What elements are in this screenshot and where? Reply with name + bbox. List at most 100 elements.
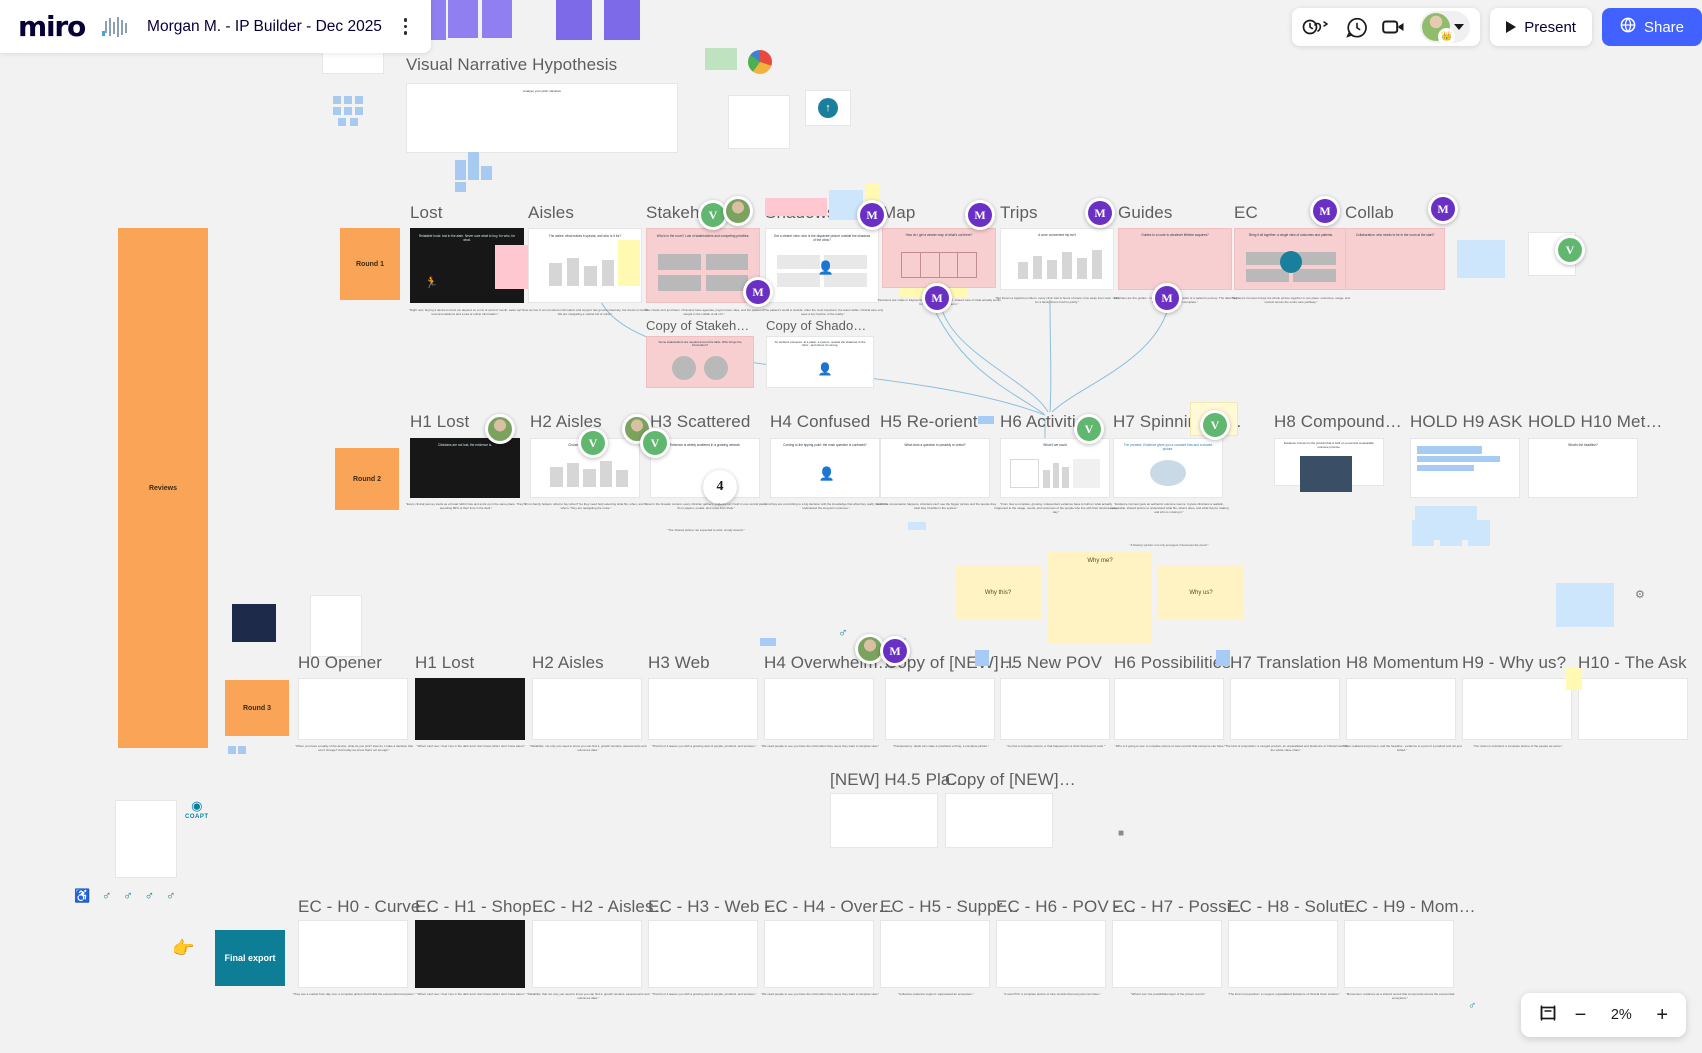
final-export-block[interactable]: Final export: [215, 930, 285, 986]
map-thumbnail[interactable]: [728, 95, 790, 149]
frame-ec-h1[interactable]: [415, 920, 525, 988]
frame-ec-h4[interactable]: [764, 920, 874, 988]
frame-ec-h5[interactable]: [880, 920, 990, 988]
sticky-note[interactable]: [1440, 520, 1462, 546]
thumb-dark-card[interactable]: [232, 604, 276, 642]
frame-copy-stakeholders[interactable]: Some stakeholders are needed around the …: [646, 336, 754, 388]
frame-h2-aisles-r3[interactable]: [532, 678, 642, 740]
timer-icon[interactable]: [1302, 17, 1332, 37]
mini-frame[interactable]: [448, 0, 478, 38]
frame-h4-confused-r2[interactable]: Coming to the tipping point: the main qu…: [770, 438, 880, 498]
user-avatar-menu[interactable]: 👑: [1420, 11, 1471, 45]
frame-shadows-r1[interactable]: Get a clearer view: who is the disparate…: [765, 228, 879, 303]
collaborator-avatar[interactable]: V: [1074, 414, 1104, 444]
video-camera-icon[interactable]: [1382, 18, 1406, 36]
collaborator-avatar[interactable]: V: [1555, 235, 1585, 265]
sticky-note[interactable]: [765, 198, 827, 216]
arrow-card[interactable]: ↑: [805, 90, 851, 126]
collaborator-avatar[interactable]: M: [880, 636, 910, 666]
tile[interactable]: [338, 118, 346, 126]
frame-h9-why-us-r3[interactable]: [1462, 678, 1572, 740]
frame-copy-new-r3[interactable]: [885, 678, 995, 740]
collaborator-avatar[interactable]: M: [922, 283, 952, 313]
frame-h7-translation-r3[interactable]: [1230, 678, 1340, 740]
sticky-note[interactable]: [908, 522, 926, 530]
sticky-note[interactable]: [975, 650, 989, 666]
sticky-note[interactable]: [1457, 240, 1505, 278]
frame-hold-h10-r2[interactable]: What's the headline?: [1528, 438, 1638, 498]
collaborator-avatar[interactable]: [485, 414, 515, 444]
frame-ec-h7[interactable]: [1112, 920, 1222, 988]
frame-h6-activities-r2[interactable]: What if we could: [1000, 438, 1110, 498]
zoom-level-value[interactable]: 2%: [1610, 1007, 1632, 1023]
sticky-note[interactable]: [618, 240, 640, 286]
collaborator-avatar[interactable]: M: [965, 200, 995, 230]
board-title-bar[interactable]: miro Morgan M. - IP Builder - Dec 2025: [0, 0, 432, 53]
frame-h1-lost-r3[interactable]: [415, 678, 525, 740]
tile[interactable]: [455, 160, 466, 180]
tile[interactable]: [355, 107, 363, 115]
settings-gear-icon[interactable]: ⚙: [1635, 589, 1645, 601]
tile[interactable]: [333, 107, 341, 115]
collaborator-avatar[interactable]: [723, 196, 753, 226]
round1-section-block[interactable]: Round 1: [340, 228, 400, 300]
sticky-note[interactable]: [760, 638, 776, 646]
sticky-note[interactable]: [1556, 583, 1614, 627]
frame-new-h45[interactable]: [830, 793, 938, 848]
brand-sheet-card[interactable]: [115, 800, 177, 878]
tile[interactable]: [468, 152, 479, 180]
chat-bubble-icon[interactable]: [1346, 17, 1368, 38]
frame-h5-reorient-r2[interactable]: What does a question to possibly re-orie…: [880, 438, 990, 498]
sticky-note[interactable]: [1412, 520, 1434, 546]
collaborator-avatar[interactable]: V: [1200, 410, 1230, 440]
collaborator-avatar[interactable]: V: [640, 428, 670, 458]
reviews-section-block[interactable]: Reviews: [118, 228, 208, 748]
frame-hold-h9-r2[interactable]: [1410, 438, 1520, 498]
frame-h7-spinning-r2[interactable]: The promise: Evidence gives you a consta…: [1113, 438, 1223, 498]
frame-ec-h8[interactable]: [1228, 920, 1338, 988]
frame-h0-opener-r3[interactable]: [298, 678, 408, 740]
collaborator-avatar[interactable]: M: [1152, 283, 1182, 313]
frame-guides-r1[interactable]: Guides to a route to whatever lifetime a…: [1118, 228, 1232, 290]
mini-frame[interactable]: [604, 0, 640, 40]
avatar[interactable]: 👑: [1422, 13, 1456, 45]
kebab-menu-icon[interactable]: [396, 12, 416, 41]
frame-trips-r1[interactable]: A once convenient trip isn't: [1000, 228, 1114, 290]
pie-thumb[interactable]: [748, 50, 772, 74]
present-button[interactable]: Present: [1490, 8, 1592, 46]
frame-copy-new-h45[interactable]: [945, 793, 1053, 848]
mini-frame[interactable]: [556, 0, 592, 40]
frame-copy-shadows[interactable]: An ambient presence: at a place, a syste…: [766, 336, 874, 388]
share-button[interactable]: Share: [1601, 8, 1702, 46]
tile[interactable]: [344, 96, 352, 104]
frame-ec-h3[interactable]: [648, 920, 758, 988]
fit-to-screen-icon[interactable]: [1539, 1004, 1557, 1026]
round3-section-block[interactable]: Round 3: [225, 680, 289, 736]
sticky-note[interactable]: [1566, 668, 1582, 690]
question-note-why-us[interactable]: Why us?: [1158, 565, 1244, 620]
frame-ec-h0[interactable]: [298, 920, 408, 988]
board-title[interactable]: Morgan M. - IP Builder - Dec 2025: [147, 17, 382, 35]
frame-h8-momentum-r3[interactable]: [1346, 678, 1456, 740]
frame-ec-r1[interactable]: Bring it all together: a single view of …: [1234, 228, 1348, 290]
tile[interactable]: [228, 746, 236, 754]
question-note-why-this[interactable]: Why this?: [955, 565, 1041, 620]
comment-counter-badge[interactable]: 4: [703, 470, 737, 504]
frame-h4-overwhelm-r3[interactable]: [764, 678, 874, 740]
frame-map-r1[interactable]: How do I get a clearer map of what's out…: [882, 228, 996, 288]
collaborator-avatar[interactable]: V: [698, 200, 728, 230]
frame-h6-possibilities-r3[interactable]: [1114, 678, 1224, 740]
sticky-note[interactable]: [1468, 520, 1490, 546]
miro-logo[interactable]: miro: [18, 10, 86, 43]
frame-h3-web-r3[interactable]: [648, 678, 758, 740]
round2-section-block[interactable]: Round 2: [335, 448, 399, 510]
collaborator-avatar[interactable]: M: [1428, 194, 1458, 224]
collaborator-avatar[interactable]: M: [1085, 198, 1115, 228]
chevron-down-icon[interactable]: [1454, 24, 1465, 30]
collaborator-avatar[interactable]: M: [743, 277, 773, 307]
frame-ec-h2[interactable]: [532, 920, 642, 988]
zoom-in-button[interactable]: +: [1656, 1003, 1668, 1026]
narrative-hypothesis-frame[interactable]: Analyse your pitch narrative: [406, 83, 678, 153]
sticky-note[interactable]: [1216, 650, 1230, 666]
